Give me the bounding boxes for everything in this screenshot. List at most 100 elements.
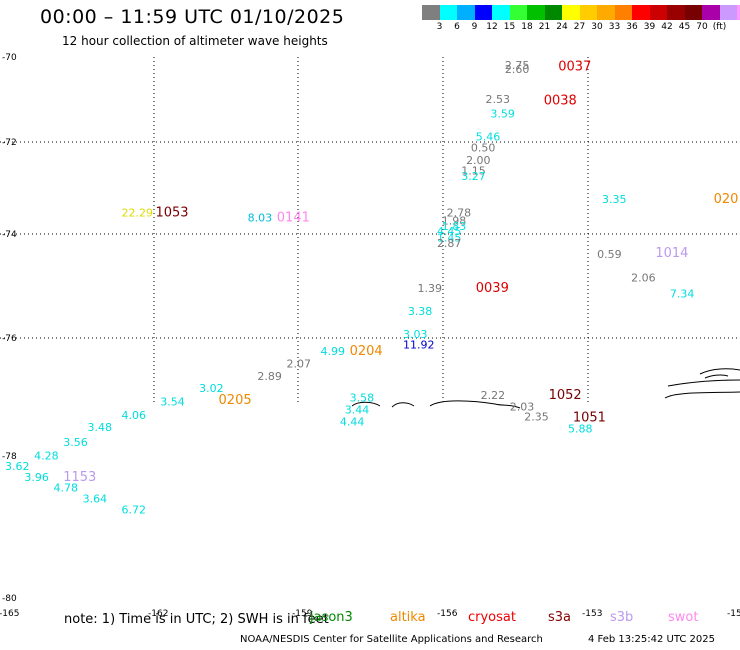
lat-label: -80 [2,594,17,604]
colorbar-swatch [439,5,457,20]
wave-height-label: 0.59 [597,248,622,261]
wave-height-label: 3.27 [461,170,486,183]
colorbar-swatch [509,5,527,20]
colorbar-label: 12 [486,22,498,32]
wave-height-label: 4.28 [34,449,59,462]
colorbar-swatch [632,5,650,20]
credit-text: NOAA/NESDIS Center for Satellite Applica… [240,634,543,645]
coastline [429,400,521,409]
wave-height-label: 4.06 [121,409,146,422]
pass-time-label: 1051 [573,411,606,426]
pass-time-label: 0039 [476,281,509,296]
wave-height-label: 3.96 [24,471,49,484]
wave-height-label: 7.34 [670,287,695,300]
lat-label: -74 [2,230,17,240]
wave-height-label: 1.83 [442,220,467,233]
wave-height-label: 2.53 [485,93,510,106]
legend-item-s3b: s3b [610,610,634,625]
colorbar-swatch [474,5,492,20]
wave-height-label: 3.38 [408,305,433,318]
wave-height-label: 2.87 [437,237,462,250]
colorbar-swatch [562,5,580,20]
wave-height-label: 3.35 [602,193,627,206]
wave-height-label: 3.48 [88,421,113,434]
colorbar-label: 3 [436,22,443,32]
map-subtitle: 12 hour collection of altimeter wave hei… [62,34,328,48]
colorbar-label: 30 [591,22,603,32]
wave-height-label: 1.15 [461,165,486,178]
coastline [664,391,740,399]
wave-height-label: 3.58 [350,392,375,405]
colorbar-label: 24 [556,22,568,32]
wave-height-label: 2.00 [466,154,491,167]
pass-time-label: 0204 [350,344,383,359]
wave-height-label: 2.89 [257,370,282,383]
colorbar-label: 21 [538,22,551,32]
wave-height-label: 1.39 [418,282,443,295]
wave-height-label: 22.29 [121,206,153,219]
colorbar-label: 18 [521,22,533,32]
pass-time-label: 1053 [155,205,188,220]
colorbar-label: 36 [626,22,638,32]
wave-height-label: 2.03 [510,401,535,414]
coastline [704,374,729,379]
colorbar-swatch [667,5,685,20]
pass-time-label: 0037 [558,60,591,75]
wave-height-label: 3.02 [199,382,224,395]
wave-height-label: 4.99 [320,345,345,358]
coastline [699,368,740,375]
pass-time-label: 1153 [63,470,96,485]
wave-height-label: 4.78 [54,482,79,495]
wave-height-label: 2.22 [481,389,506,402]
colorbar-label: 39 [643,22,656,32]
colorbar-swatch [684,5,702,20]
wave-height-label: 5.46 [476,131,501,144]
colorbar-swatch [737,5,740,20]
colorbar-label: (ft) [712,22,727,32]
colorbar-labels: 3 6 9 12 15 18 21 24 27 30 33 36 39 42 45 70 (ft) [422,22,740,34]
wave-height-label: 2.75 [505,59,529,72]
wave-height-label: 2.60 [505,63,529,76]
wave-height-label: 1.45 [437,232,462,245]
colorbar-swatch [702,5,720,20]
pass-time-label: 0038 [544,94,577,109]
lat-label: -76 [2,334,17,344]
wave-height-label: 4.45 [437,225,462,238]
colorbar-label: 15 [503,22,516,32]
wave-height-label: 3.44 [345,403,370,416]
lat-label: -72 [2,138,17,148]
wave-height-label: 0.50 [471,142,496,155]
colorbar-swatch [649,5,667,20]
colorbar-swatch [544,5,562,20]
lon-label: -165 [0,609,19,619]
legend-item-altika: altika [390,610,426,625]
coastline [667,379,740,387]
wave-height-label: 11.92 [403,339,435,352]
legend-item-cryosat: cryosat [468,610,516,625]
wave-height-label: 2.78 [447,206,472,219]
wave-height-label: 3.59 [490,107,515,120]
generation-timestamp: 4 Feb 13:25:42 UTC 2025 [588,634,715,645]
colorbar-swatch [719,5,737,20]
coastline [351,401,381,407]
colorbar-label: 45 [678,22,691,32]
pass-time-label: 020 [714,192,739,207]
footer-note: note: 1) Time is in UTC; 2) SWH is in fe… [64,612,329,627]
coastline [391,402,415,408]
colorbar-label: 42 [661,22,673,32]
colorbar-label: 27 [573,22,586,32]
wave-height-label: 2.35 [524,410,549,423]
colorbar-swatch [422,5,440,20]
wave-height-label: 6.72 [121,503,146,516]
colorbar-swatch [579,5,597,20]
wave-height-label: 2.06 [631,272,656,285]
lon-label: -159 [292,609,313,619]
lon-label: -162 [148,609,168,619]
colorbar [422,5,740,21]
colorbar-swatch [597,5,615,20]
lat-label: -70 [2,53,17,63]
legend-item-jason3: jason3 [310,610,353,625]
map-title: 00:00 – 11:59 UTC 01/10/2025 [40,6,345,28]
lon-label: -156 [437,609,458,619]
